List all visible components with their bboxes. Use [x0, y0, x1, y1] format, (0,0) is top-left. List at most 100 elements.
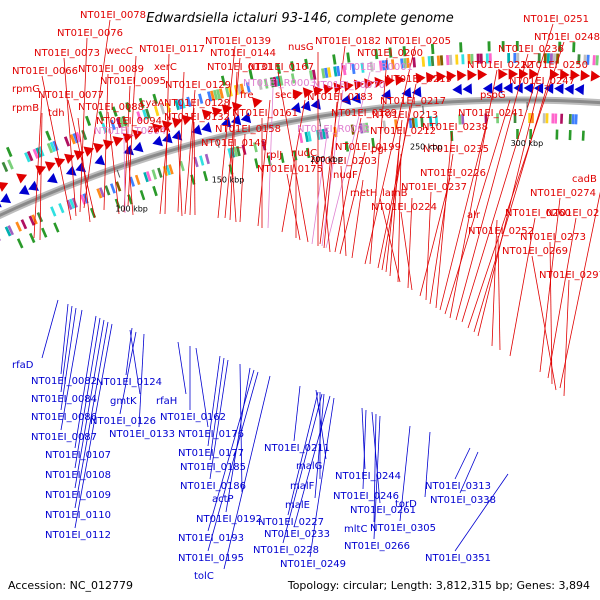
gene-label: NT01EI_0110 [45, 510, 111, 521]
gene-label: tdh [48, 108, 65, 119]
gene-label: cadB [572, 174, 597, 185]
gene-label: nusG [288, 42, 314, 53]
label-leader-line [293, 385, 301, 442]
gene-label: NT01EI_0117 [139, 44, 205, 55]
forward-cog-tile [400, 58, 404, 69]
reverse-cog-tile [542, 113, 546, 124]
forward-cog-tile [32, 148, 39, 159]
forward-cog-tile [198, 93, 204, 104]
forward-cog-tile [455, 54, 459, 65]
reverse-cog-tile [513, 113, 517, 123]
forward-cog-tile [121, 115, 128, 127]
reverse-cds-arrow [0, 203, 2, 208]
reverse-cog-tile [458, 114, 462, 125]
forward-cog-tile [26, 150, 34, 162]
label-leader-line [373, 415, 381, 540]
label-leader-line [177, 133, 183, 217]
reverse-cog-tile [66, 199, 73, 210]
label-leader-line [189, 107, 195, 216]
forward-cog-tile [406, 57, 410, 68]
gene-label: NT01EI_0248 [534, 32, 600, 43]
gene-label: NT01EI_0228 [253, 545, 319, 556]
gene-label: NT01EI_0222 [467, 60, 533, 71]
forward-cog-tile [186, 96, 192, 107]
gene-label: NT01EI_0261 [350, 505, 416, 516]
label-leader-line [60, 309, 83, 431]
forward-cog-tile [327, 67, 332, 78]
tick-label: 250 kbp [410, 143, 443, 152]
forward-cds-arrow [333, 82, 344, 94]
reverse-cog-tile [304, 131, 309, 143]
label-leader-line [119, 331, 137, 415]
gene-label: rpmG [12, 84, 40, 95]
label-leader-line [41, 299, 59, 359]
outer-marker-dash [402, 46, 407, 57]
genome-backbone-core [0, 98, 600, 217]
label-leader-line [444, 99, 511, 315]
reverse-cog-tile [58, 203, 65, 214]
label-leader-line [39, 112, 43, 241]
reverse-cog-tile [4, 226, 12, 237]
forward-cds-arrow [231, 101, 243, 113]
reverse-cds-arrow [94, 154, 106, 166]
reverse-cds-arrow [554, 83, 564, 95]
forward-cog-tile [427, 56, 432, 67]
gene-label: NT01EI_0161 [232, 108, 298, 119]
gene-label: gmtK [110, 396, 137, 407]
outer-marker-dash [6, 146, 13, 158]
forward-cog-tile [257, 79, 263, 90]
gene-label: NT01EI_0126 [90, 416, 156, 427]
reverse-cds-arrow [0, 193, 12, 204]
forward-cog-tile [309, 70, 314, 81]
label-leader-line [239, 363, 243, 493]
label-leader-line [74, 323, 113, 529]
label-leader-line [224, 57, 241, 219]
forward-cog-tile [239, 83, 245, 94]
reverse-cog-tile [560, 113, 564, 124]
forward-cds-arrow [323, 83, 334, 95]
gene-label: NT01EI_0217 [380, 96, 446, 107]
reverse-cds-arrow [340, 94, 351, 106]
gene-label: NT01EI_0203 [311, 156, 377, 167]
reverse-cog-tile [233, 146, 238, 157]
forward-cog-tile [142, 109, 148, 120]
forward-cog-tile [446, 55, 450, 66]
label-leader-line [371, 411, 381, 504]
outer-marker-dash [138, 97, 145, 109]
label-leader-line [60, 303, 69, 375]
label-leader-line [477, 85, 540, 337]
gene-label: NT01EI_0078 [80, 10, 146, 21]
forward-cog-tile [595, 55, 599, 66]
label-leader-line [223, 375, 271, 570]
label-leader-line [399, 425, 411, 522]
outer-marker-dash [85, 115, 92, 126]
inner-marker-dash [555, 129, 559, 140]
forward-cog-tile [381, 60, 386, 71]
outer-marker-dash [276, 63, 281, 75]
gene-label: NT01EI_0211 [264, 443, 330, 454]
gene-label: rplJ [266, 150, 282, 161]
label-leader-line [314, 393, 325, 499]
label-leader-line [531, 255, 557, 391]
gene-label: NT01EI_0077 [38, 90, 104, 101]
reverse-cog-tile [382, 120, 387, 131]
label-leader-line [267, 87, 274, 229]
forward-cds-arrow [395, 74, 405, 86]
gene-label: NT01EI_0238 [422, 122, 488, 133]
reverse-cog-tile [307, 131, 312, 142]
gene-label: NT01EI_0313 [425, 481, 491, 492]
tick-mark [318, 118, 322, 127]
reverse-cds-arrow [564, 83, 574, 95]
forward-cog-tile [516, 53, 520, 63]
forward-cog-tile [46, 142, 54, 154]
reverse-cds-arrow [513, 82, 523, 94]
outer-marker-dash [374, 48, 379, 60]
gene-label: NT01EI_0199 [335, 142, 401, 153]
forward-cds-arrow [384, 75, 395, 87]
forward-cds-arrow [570, 69, 580, 81]
gene-label: NT01EI_0224 [371, 202, 437, 213]
gene-label: NT01EI_0129 [165, 80, 231, 91]
label-leader-line [138, 333, 145, 428]
forward-cog-tile [312, 69, 317, 80]
